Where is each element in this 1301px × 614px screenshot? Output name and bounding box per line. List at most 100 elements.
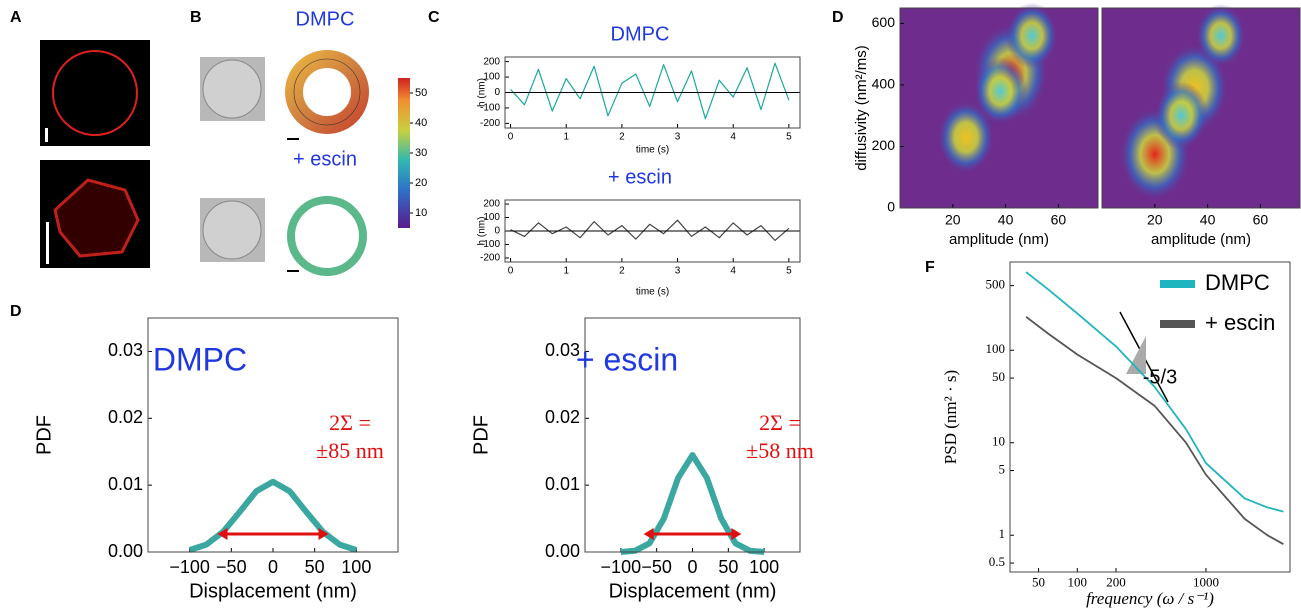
vesicle [52, 50, 138, 136]
scale-bar [46, 222, 49, 264]
x-tick-label: 60 [1051, 211, 1067, 227]
chart: 50 100 200 1000 0.5 1 5 10 50 100 500 frequency (ω … [941, 261, 1291, 608]
panel-label: C [428, 9, 440, 26]
x-tick-label: 4 [730, 266, 736, 277]
annotation: DMPC [153, 341, 247, 377]
panel-label: F [925, 259, 935, 276]
x-tick-label: 20 [945, 211, 961, 227]
annotation: ±85 nm [316, 438, 384, 463]
vesicle [53, 178, 140, 258]
x-tick-label: 50 [1032, 575, 1045, 590]
series-line [1025, 271, 1284, 513]
x-tick-label: 0 [268, 557, 278, 577]
y-tick-label: 100 [986, 341, 1006, 356]
annotation: + escin [576, 341, 678, 377]
x-axis-label: frequency (ω / s⁻¹) [1086, 589, 1214, 608]
arrow-head [643, 528, 654, 540]
y-tick-label: 0 [494, 226, 500, 237]
panel-label: D [10, 303, 22, 320]
x-tick-label: 0 [508, 132, 514, 143]
x-tick-label: 4 [730, 132, 736, 143]
plot-frame [1101, 7, 1301, 209]
x-axis-label: amplitude (nm) [949, 231, 1049, 248]
tick-label: 40 [415, 117, 427, 129]
chart: 10 20 30 40 50 [398, 78, 427, 228]
panel-label: D [832, 9, 844, 26]
x-tick-label: 1 [563, 266, 569, 277]
y-tick-label: -100 [480, 103, 500, 114]
x-tick-label: 0 [508, 266, 514, 277]
x-tick-label: 3 [675, 132, 681, 143]
y-tick-label: 100 [483, 72, 500, 83]
y-tick-label: 200 [872, 137, 896, 153]
y-tick-label: 0.00 [545, 541, 580, 561]
y-axis-label: h (nm) [477, 217, 488, 246]
x-axis-label: time (s) [636, 287, 669, 298]
vesicle [202, 59, 262, 119]
density-blob [1005, 2, 1059, 69]
chart: −100 −50 0 50 1000.000.010.020.03Displacemen… [470, 317, 814, 602]
y-axis-label: PSD (nm² · s) [941, 370, 960, 464]
series-line [510, 62, 790, 120]
y-tick-label: 0.5 [989, 554, 1005, 569]
x-axis-label: amplitude (nm) [1151, 231, 1251, 248]
y-tick-label: 500 [986, 277, 1006, 292]
chart: + escin 0 1 2 3 4 5 -200 -100 0 100 200 time (s) h (n… [477, 166, 801, 298]
plot-frame [147, 317, 399, 553]
x-tick-label: 5 [786, 132, 792, 143]
annotation: 2Σ = [329, 410, 371, 435]
y-tick-label: 0 [494, 87, 500, 98]
x-tick-label: 1000 [1193, 575, 1219, 590]
annotation: 2Σ = [759, 410, 801, 435]
x-tick-label: 2 [619, 266, 625, 277]
x-tick-label: 40 [998, 211, 1014, 227]
scale-bar [45, 128, 48, 142]
plot-frame [504, 56, 801, 129]
density-blob [973, 56, 1028, 126]
y-tick-label: 0.00 [108, 541, 143, 561]
plot-frame [899, 7, 1099, 209]
arrow-head [731, 528, 742, 540]
x-tick-label: −50 [641, 557, 672, 577]
x-tick-label: 2 [619, 132, 625, 143]
tick-label: 30 [415, 147, 427, 159]
y-tick-label: 100 [483, 212, 500, 223]
vesicle [202, 200, 262, 260]
y-tick-label: 0.01 [545, 474, 580, 494]
x-tick-label: −100 [601, 557, 642, 577]
plot-frame [1009, 261, 1291, 573]
y-tick-label: -200 [480, 253, 500, 264]
chart: −100 −50 0 50 1000.000.010.020.03Displacemen… [33, 317, 399, 602]
micrograph [40, 40, 150, 146]
ring-map [287, 196, 367, 276]
x-axis-label: Displacement (nm) [189, 580, 357, 602]
y-axis-label: PDF [33, 415, 55, 455]
x-tick-label: 20 [1147, 211, 1163, 227]
annotation: ±58 nm [746, 438, 814, 463]
y-tick-label: -100 [480, 239, 500, 250]
y-tick-label: 200 [483, 199, 500, 210]
y-tick-label: 600 [872, 14, 896, 30]
x-tick-label: 0 [687, 557, 697, 577]
tick-label: 10 [415, 207, 427, 219]
scale-bar [287, 270, 299, 272]
legend-label: DMPC [1205, 270, 1270, 295]
density-blob [1195, 3, 1247, 68]
ring-contour [293, 58, 361, 126]
tick-label: 20 [415, 177, 427, 189]
panel-label: A [10, 9, 22, 26]
x-tick-label: 200 [1106, 575, 1126, 590]
y-tick-label: 0 [887, 199, 895, 215]
x-tick-label: 50 [305, 557, 325, 577]
x-axis-label: time (s) [636, 145, 669, 156]
y-tick-label: -200 [480, 118, 500, 129]
y-axis-label: h (nm) [477, 78, 488, 107]
panel-label: B [190, 9, 202, 26]
y-tick-label: 1 [999, 526, 1006, 541]
y-tick-label: 0.02 [545, 407, 580, 427]
x-tick-label: 100 [749, 557, 779, 577]
density-blob [937, 100, 995, 175]
